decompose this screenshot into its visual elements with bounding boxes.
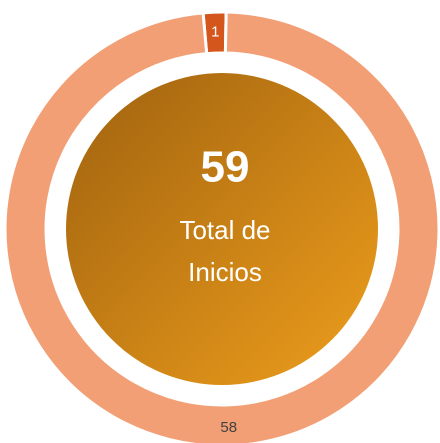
donut-segment <box>3 10 440 443</box>
donut-ring: 1 58 <box>3 10 440 443</box>
center-value: 59 <box>201 143 250 192</box>
center-disc <box>66 73 378 385</box>
data-label: 58 <box>220 419 237 436</box>
center-label: Inicios <box>188 257 262 287</box>
center-label: Total de <box>179 215 270 245</box>
data-label: 1 <box>211 24 219 41</box>
